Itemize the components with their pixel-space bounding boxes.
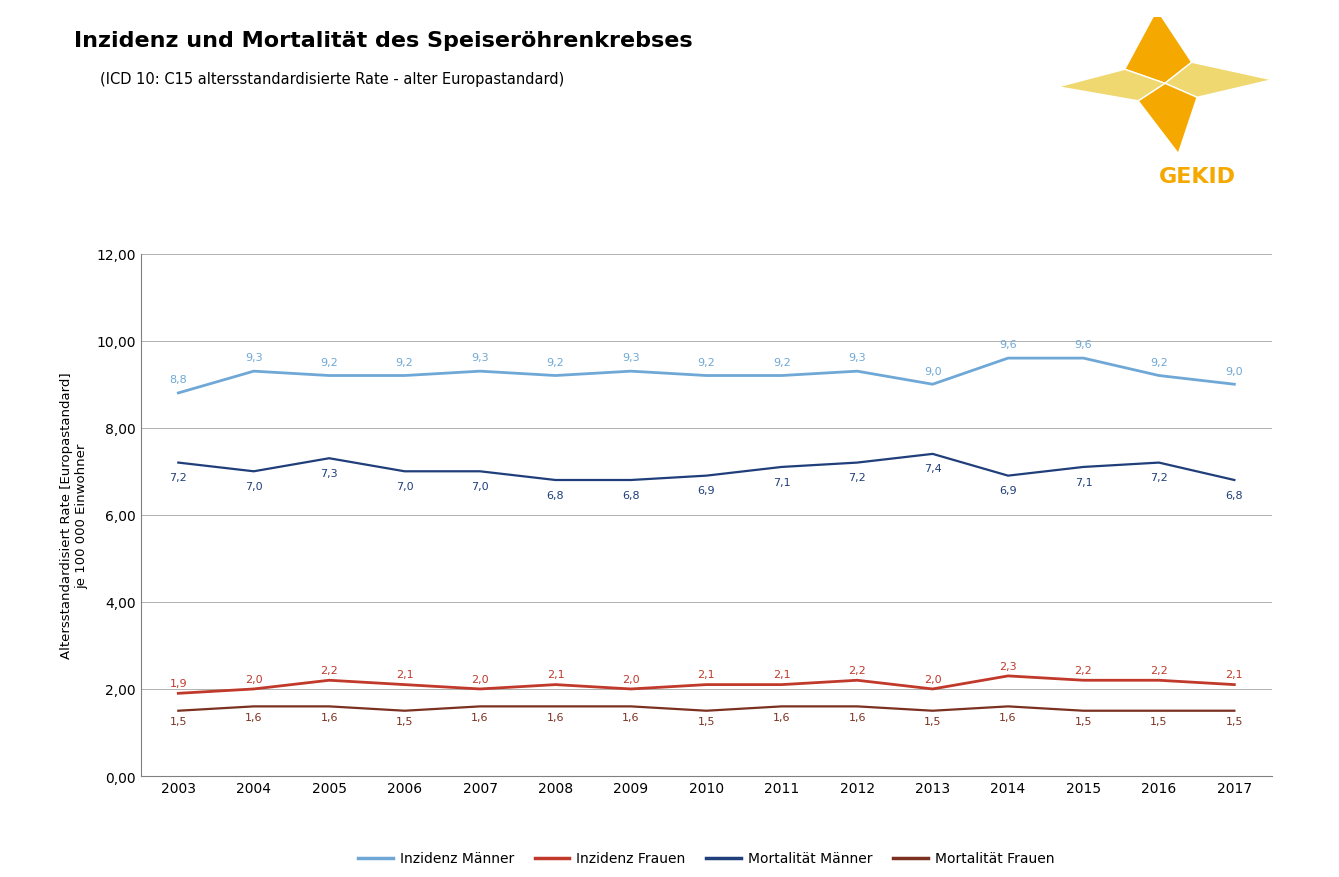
Text: 1,6: 1,6 bbox=[320, 712, 337, 722]
Text: 6,9: 6,9 bbox=[698, 486, 715, 496]
Text: 2,2: 2,2 bbox=[849, 666, 866, 675]
Text: 9,2: 9,2 bbox=[773, 358, 790, 367]
Legend: Inzidenz Männer, Inzidenz Frauen, Mortalität Männer, Mortalität Frauen: Inzidenz Männer, Inzidenz Frauen, Mortal… bbox=[352, 846, 1060, 871]
Text: 9,0: 9,0 bbox=[924, 366, 941, 376]
Text: 9,6: 9,6 bbox=[1075, 340, 1093, 350]
Text: 1,6: 1,6 bbox=[546, 712, 564, 722]
Text: 7,0: 7,0 bbox=[471, 481, 489, 491]
Polygon shape bbox=[1125, 11, 1192, 84]
Text: 1,6: 1,6 bbox=[849, 712, 866, 722]
Text: 1,5: 1,5 bbox=[1150, 717, 1168, 726]
Text: 9,3: 9,3 bbox=[849, 353, 866, 363]
Text: 7,4: 7,4 bbox=[924, 464, 941, 474]
Text: 2,1: 2,1 bbox=[546, 670, 564, 680]
Text: 9,6: 9,6 bbox=[999, 340, 1016, 350]
Text: 7,2: 7,2 bbox=[1150, 473, 1168, 482]
Text: Inzidenz und Mortalität des Speiseröhrenkrebses: Inzidenz und Mortalität des Speiseröhren… bbox=[74, 31, 692, 51]
Text: 9,2: 9,2 bbox=[698, 358, 715, 367]
Text: 7,2: 7,2 bbox=[849, 473, 866, 482]
Text: 1,5: 1,5 bbox=[1075, 717, 1093, 726]
Text: 1,6: 1,6 bbox=[999, 712, 1016, 722]
Text: 9,0: 9,0 bbox=[1225, 366, 1243, 376]
Text: 9,3: 9,3 bbox=[245, 353, 262, 363]
Text: 2,0: 2,0 bbox=[245, 674, 262, 684]
Text: 7,1: 7,1 bbox=[773, 477, 790, 487]
Text: 2,0: 2,0 bbox=[471, 674, 489, 684]
Text: 7,1: 7,1 bbox=[1075, 477, 1093, 487]
Polygon shape bbox=[1138, 84, 1197, 154]
Polygon shape bbox=[1058, 70, 1165, 102]
Text: 2,2: 2,2 bbox=[1075, 666, 1093, 675]
Text: 1,5: 1,5 bbox=[698, 717, 715, 726]
Text: 7,3: 7,3 bbox=[320, 468, 337, 478]
Text: 9,2: 9,2 bbox=[396, 358, 414, 367]
Text: 2,1: 2,1 bbox=[1225, 670, 1243, 680]
Text: 2,2: 2,2 bbox=[320, 666, 337, 675]
Text: 8,8: 8,8 bbox=[170, 374, 187, 385]
Text: 9,2: 9,2 bbox=[320, 358, 337, 367]
Text: 1,5: 1,5 bbox=[1225, 717, 1243, 726]
Text: 1,6: 1,6 bbox=[623, 712, 640, 722]
Text: 2,2: 2,2 bbox=[1150, 666, 1168, 675]
Text: 1,6: 1,6 bbox=[471, 712, 489, 722]
Polygon shape bbox=[1165, 63, 1272, 98]
Text: 7,0: 7,0 bbox=[245, 481, 262, 491]
Text: (ICD 10: C15 altersstandardisierte Rate - alter Europastandard): (ICD 10: C15 altersstandardisierte Rate … bbox=[100, 72, 565, 87]
Y-axis label: Altersstandardisiert Rate [Europastandard]
je 100 000 Einwohner: Altersstandardisiert Rate [Europastandar… bbox=[60, 372, 88, 659]
Text: 9,3: 9,3 bbox=[471, 353, 489, 363]
Text: 6,8: 6,8 bbox=[1225, 490, 1243, 500]
Text: 1,6: 1,6 bbox=[773, 712, 790, 722]
Text: 1,6: 1,6 bbox=[245, 712, 262, 722]
Text: 1,5: 1,5 bbox=[396, 717, 414, 726]
Text: 2,1: 2,1 bbox=[773, 670, 790, 680]
Text: 6,8: 6,8 bbox=[623, 490, 640, 500]
Text: 2,3: 2,3 bbox=[999, 661, 1016, 671]
Text: 2,1: 2,1 bbox=[698, 670, 715, 680]
Text: 2,0: 2,0 bbox=[623, 674, 640, 684]
Text: 7,2: 7,2 bbox=[170, 473, 187, 482]
Text: 1,5: 1,5 bbox=[170, 717, 187, 726]
Text: 2,1: 2,1 bbox=[396, 670, 414, 680]
Text: 6,8: 6,8 bbox=[546, 490, 564, 500]
Text: 2,0: 2,0 bbox=[924, 674, 941, 684]
Text: 1,9: 1,9 bbox=[170, 678, 187, 688]
Text: 9,2: 9,2 bbox=[546, 358, 564, 367]
Text: 9,2: 9,2 bbox=[1150, 358, 1168, 367]
Text: 7,0: 7,0 bbox=[396, 481, 414, 491]
Text: 6,9: 6,9 bbox=[999, 486, 1016, 496]
Text: 1,5: 1,5 bbox=[924, 717, 941, 726]
Text: GEKID: GEKID bbox=[1158, 167, 1236, 187]
Text: 9,3: 9,3 bbox=[623, 353, 640, 363]
